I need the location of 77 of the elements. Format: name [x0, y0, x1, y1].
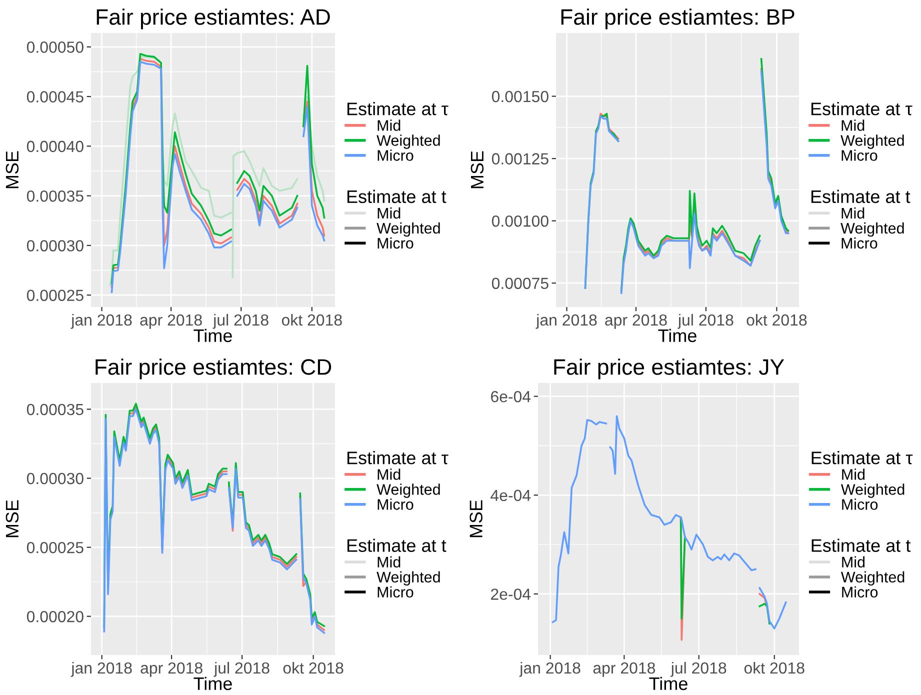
x-tick-label: apr 2018	[605, 314, 667, 329]
text: Estimate at t	[347, 538, 446, 552]
y-tick-label: 0.00030	[26, 472, 84, 484]
x-tick-label: jul 2018	[678, 314, 734, 329]
legend-label: Micro	[378, 586, 414, 598]
y-tick-label: 6e-04	[491, 390, 531, 402]
x-axis-title: Time	[658, 328, 696, 342]
legend-label: Mid	[842, 207, 864, 219]
y-tick-label: 0.00075	[492, 278, 548, 290]
x-tick-label: okt 2018	[282, 314, 342, 326]
y-tick-label: 0.00100	[492, 215, 548, 227]
legend-label: Weighted	[376, 222, 440, 237]
legend-label: Weighted	[376, 134, 440, 149]
chart-title: Fair price estiamtes: JY	[554, 358, 784, 380]
y-tick-label: 0.00045	[26, 91, 84, 102]
text: Estimate at t	[812, 538, 911, 552]
y-tick-label: 4e-04	[490, 490, 531, 502]
y-tick-label: 0.00050	[26, 42, 84, 53]
legend-label: Mid	[378, 120, 400, 131]
legend-label: Mid	[842, 556, 865, 568]
x-tick-label: okt 2018	[746, 314, 807, 326]
x-axis-title: Time	[649, 676, 688, 690]
y-axis-title: MSE	[6, 500, 19, 538]
x-tick-label: apr 2018	[140, 314, 202, 329]
text: Estimate at τ	[347, 102, 448, 116]
legend-label: Micro	[842, 150, 878, 161]
chart-title: Fair price estiamtes: BP	[561, 8, 794, 30]
legend-label: Weighted	[376, 484, 440, 498]
y-tick-label: 0.00030	[26, 240, 84, 252]
x-tick-label: jan 2018	[536, 314, 597, 329]
x-tick-label: jan 2018	[519, 662, 580, 677]
legend-label: Mid	[842, 120, 864, 131]
y-tick-label: 0.00035	[26, 404, 84, 416]
y-tick-label: 0.00035	[26, 190, 84, 202]
legend-label: Weighted	[840, 484, 904, 498]
legend-label: Micro	[378, 150, 414, 161]
legend-label: Micro	[378, 237, 414, 249]
legend-label: Weighted	[840, 222, 904, 237]
y-tick-label: 0.00025	[26, 290, 84, 302]
legend-label: Micro	[842, 498, 878, 510]
chart-title: Fair price estiamtes: AD	[96, 8, 330, 30]
legend-label: Micro	[842, 586, 878, 598]
y-tick-label: 0.00125	[492, 153, 548, 164]
x-tick-label: jan 2018	[70, 314, 132, 329]
y-axis-title: MSE	[470, 500, 482, 538]
x-tick-label: jul 2018	[212, 314, 268, 329]
x-tick-label: jan 2018	[70, 662, 132, 677]
y-tick-label: 0.00020	[26, 610, 84, 622]
legend-label: Weighted	[840, 571, 904, 586]
legend-label: Weighted	[376, 571, 440, 586]
legend-label: Mid	[378, 556, 400, 568]
legend-label: Weighted	[840, 134, 904, 149]
x-tick-label: jul 2018	[214, 662, 270, 677]
text: Estimate at τ	[811, 102, 912, 116]
y-tick-label: 0.00025	[26, 542, 84, 554]
legend-label: Mid	[378, 468, 400, 480]
x-tick-label: apr 2018	[593, 662, 656, 677]
text: Estimate at t	[811, 190, 910, 204]
y-tick-label: 2e-04	[491, 588, 531, 600]
text: Estimate at τ	[347, 451, 448, 464]
text: Estimate at τ	[812, 451, 913, 464]
x-axis-title: Time	[194, 328, 232, 342]
y-axis-title: MSE	[6, 151, 19, 188]
legend-label: Mid	[842, 468, 865, 480]
chart-title: Fair price estiamtes: CD	[96, 358, 332, 380]
legend-label: Mid	[378, 207, 400, 219]
legend-label: Micro	[842, 237, 878, 249]
x-tick-label: jul 2018	[670, 662, 726, 677]
y-tick-label: 0.00150	[492, 90, 548, 102]
text: Estimate at t	[347, 190, 446, 204]
x-axis-title: Time	[194, 676, 232, 690]
x-tick-label: okt 2018	[283, 662, 344, 674]
y-tick-label: 0.00040	[26, 140, 84, 152]
x-tick-label: okt 2018	[744, 662, 804, 674]
y-axis-title: MSE	[470, 151, 484, 188]
x-tick-label: apr 2018	[140, 662, 202, 677]
legend-label: Micro	[378, 498, 414, 510]
